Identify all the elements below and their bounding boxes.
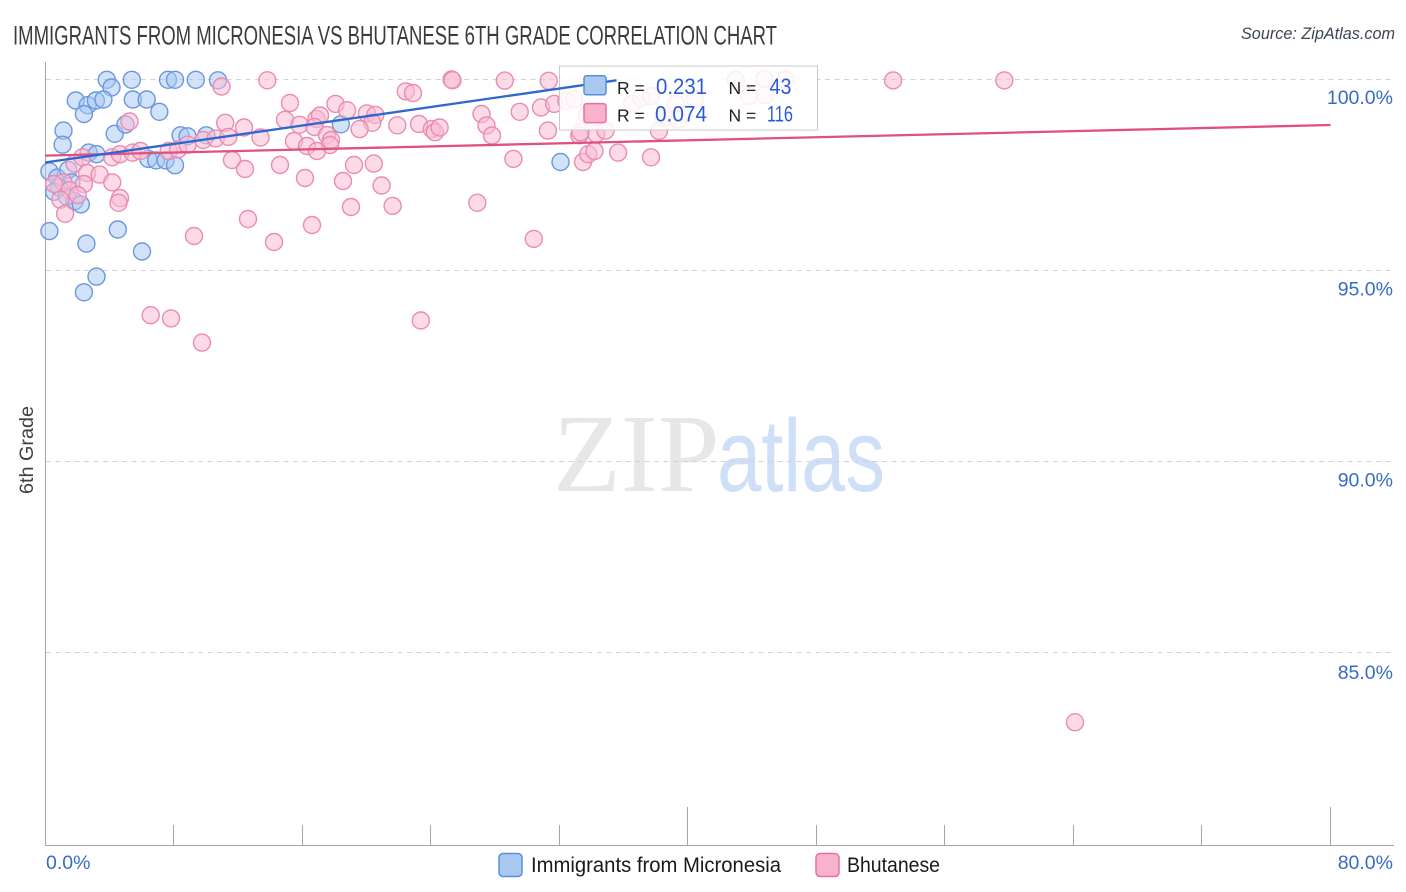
svg-text:R =: R = <box>617 106 645 126</box>
svg-text:95.0%: 95.0% <box>1338 279 1393 301</box>
svg-text:Bhutanese: Bhutanese <box>847 854 940 877</box>
svg-text:N =: N = <box>729 106 757 126</box>
svg-text:0.0%: 0.0% <box>46 852 90 874</box>
svg-text:0.231: 0.231 <box>656 74 707 99</box>
svg-text:R =: R = <box>617 78 645 98</box>
svg-text:6th Grade: 6th Grade <box>17 406 38 494</box>
svg-text:0.074: 0.074 <box>655 102 707 127</box>
svg-text:43: 43 <box>770 74 792 99</box>
svg-text:80.0%: 80.0% <box>1338 852 1393 874</box>
svg-text:Source: ZipAtlas.com: Source: ZipAtlas.com <box>1241 25 1395 43</box>
svg-text:116: 116 <box>767 102 793 127</box>
svg-text:90.0%: 90.0% <box>1338 470 1393 492</box>
svg-text:100.0%: 100.0% <box>1327 87 1393 109</box>
svg-text:85.0%: 85.0% <box>1338 662 1393 684</box>
svg-text:ZIP: ZIP <box>553 393 720 516</box>
svg-text:Immigrants from Micronesia: Immigrants from Micronesia <box>531 854 781 877</box>
svg-text:IMMIGRANTS FROM MICRONESIA VS: IMMIGRANTS FROM MICRONESIA VS BHUTANESE … <box>13 21 777 51</box>
svg-text:atlas: atlas <box>717 398 885 513</box>
svg-text:N =: N = <box>729 78 757 98</box>
